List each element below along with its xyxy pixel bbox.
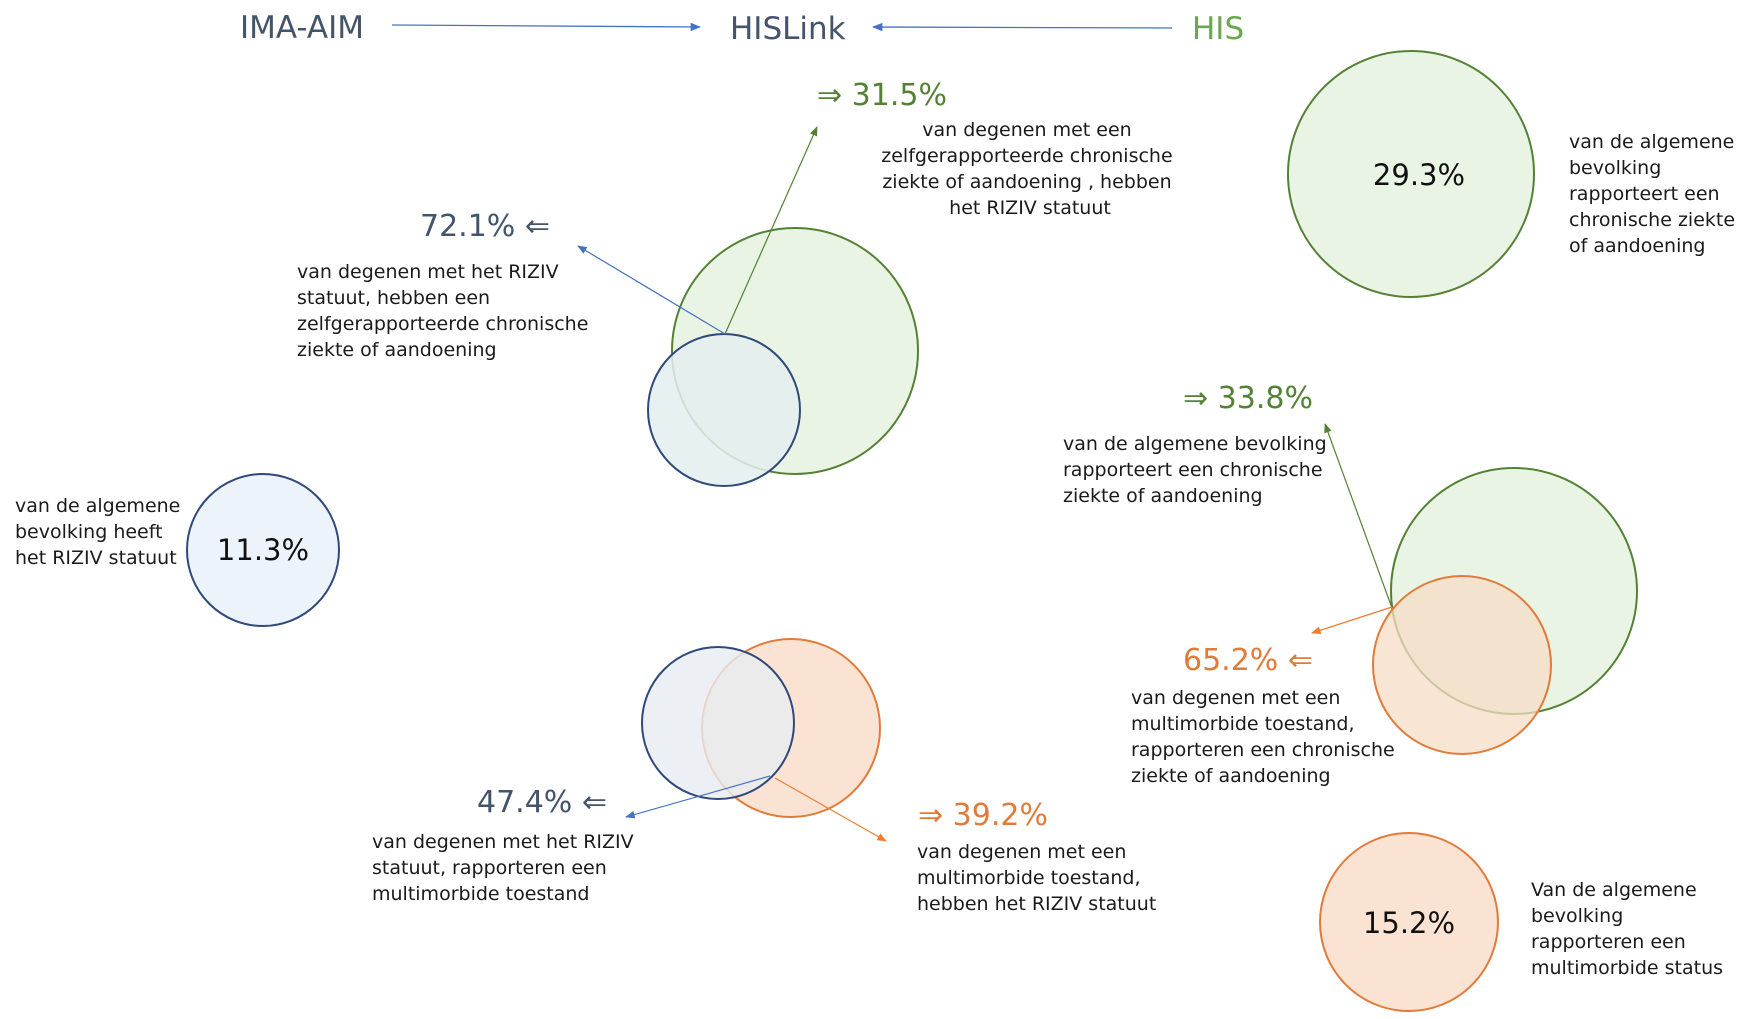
multimorbid-circle (1319, 832, 1499, 1012)
riziv-value: 11.3% (217, 533, 309, 567)
overlap1-riziv-circle (647, 333, 801, 487)
overlap3-right-arrow (774, 777, 887, 842)
overlap2-multimorbid-circle (1372, 575, 1552, 755)
chronic-circle (1287, 50, 1535, 298)
overlap1-right-caption: van degenen met een zelfgerapporteerde c… (881, 119, 1178, 219)
header-ima-aim: IMA-AIM (240, 10, 364, 46)
header-his: HIS (1192, 11, 1244, 47)
overlap1-left-value: 72.1% ⇐ (420, 209, 550, 244)
header-hislink: HISLink (730, 11, 846, 47)
overlap3-right-caption: van degenen met een multimorbide toestan… (917, 841, 1156, 915)
header-arrow-left (391, 22, 702, 32)
chronic-caption: van de algemene bevolking rapporteert ee… (1569, 131, 1739, 257)
overlap2-bottom-arrow (1311, 606, 1393, 634)
overlap3-left-caption: van degenen met het RIZIV statuut, rappo… (372, 831, 640, 905)
overlap2-bottom-value: 65.2% ⇐ (1183, 643, 1313, 678)
overlap3-left-value: 47.4% ⇐ (477, 785, 607, 820)
overlap1-right-arrow (724, 126, 818, 335)
overlap1-left-caption: van degenen met het RIZIV statuut, hebbe… (297, 261, 594, 361)
chronic-value: 29.3% (1373, 158, 1465, 192)
overlap2-bottom-caption: van degenen met een multimorbide toestan… (1131, 687, 1401, 787)
multimorbid-caption: Van de algemene bevolking rapporteren ee… (1531, 879, 1723, 979)
overlap2-top-caption: van de algemene bevolking rapporteert ee… (1063, 433, 1333, 507)
overlap3-right-value: ⇒ 39.2% (918, 798, 1048, 833)
overlap2-top-value: ⇒ 33.8% (1183, 381, 1313, 416)
overlap2-top-arrow (1324, 423, 1393, 609)
overlap1-right-value: ⇒ 31.5% (817, 78, 947, 113)
overlap3-riziv-circle (641, 646, 795, 800)
riziv-caption: van de algemene bevolking heeft het RIZI… (15, 495, 186, 569)
overlap3-left-arrow (625, 775, 771, 819)
overlap1-left-arrow (577, 245, 726, 335)
header-arrow-right (871, 22, 1173, 32)
multimorbid-value: 15.2% (1363, 906, 1455, 940)
riziv-circle (186, 473, 340, 627)
